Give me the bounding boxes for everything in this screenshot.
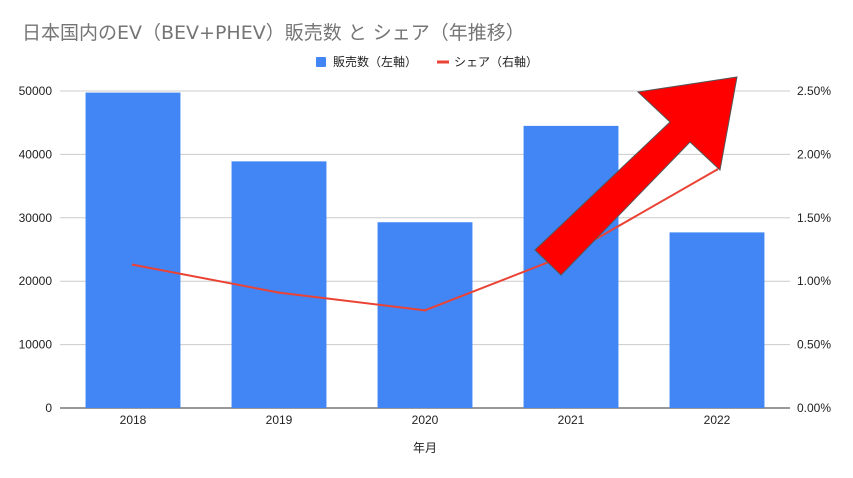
annotation-arrow xyxy=(534,76,738,276)
x-axis-ticks: 2018 2019 2020 2021 2022 xyxy=(120,413,731,427)
x-axis-tick-label: 2018 xyxy=(120,413,147,427)
right-axis-tick-label: 0.50% xyxy=(797,338,831,352)
chart-title: 日本国内のEV（BEV+PHEV）販売数 と シェア（年推移） xyxy=(22,22,525,44)
left-axis-tick-label: 10000 xyxy=(19,338,53,352)
share-point xyxy=(131,263,135,266)
share-point xyxy=(715,168,719,171)
right-axis-tick-label: 2.00% xyxy=(797,147,831,161)
bar xyxy=(523,125,619,409)
left-axis-tick-label: 20000 xyxy=(19,274,53,288)
right-axis-tick-label: 0.00% xyxy=(797,401,831,415)
x-axis-tick-label: 2021 xyxy=(558,413,585,427)
bar xyxy=(377,222,473,408)
legend-swatch-bars xyxy=(316,57,326,67)
legend: 販売数（左軸） シェア（右軸） xyxy=(316,54,538,69)
left-axis-tick-label: 30000 xyxy=(19,211,53,225)
bar-series xyxy=(85,92,765,409)
left-axis-tick-label: 40000 xyxy=(19,147,53,161)
bar xyxy=(669,232,765,408)
bar xyxy=(231,161,327,408)
red-arrow xyxy=(534,76,738,276)
x-axis-tick-label: 2022 xyxy=(704,413,731,427)
left-axis-tick-label: 50000 xyxy=(19,84,53,98)
share-point xyxy=(277,291,281,294)
bar xyxy=(85,92,181,409)
right-axis-tick-label: 1.50% xyxy=(797,211,831,225)
left-axis-tick-label: 0 xyxy=(45,401,52,415)
left-axis-ticks: 0 10000 20000 30000 40000 50000 xyxy=(19,84,53,415)
right-axis-tick-label: 2.50% xyxy=(797,84,831,98)
x-axis-title: 年月 xyxy=(413,441,437,455)
legend-label-bars: 販売数（左軸） xyxy=(333,54,417,69)
right-axis-tick-label: 1.00% xyxy=(797,274,831,288)
share-point xyxy=(423,309,427,312)
right-axis-ticks: 0.00% 0.50% 1.00% 1.50% 2.00% 2.50% xyxy=(797,84,831,415)
x-axis-tick-label: 2020 xyxy=(412,413,439,427)
legend-label-line: シェア（右軸） xyxy=(454,54,538,69)
x-axis-tick-label: 2019 xyxy=(266,413,293,427)
